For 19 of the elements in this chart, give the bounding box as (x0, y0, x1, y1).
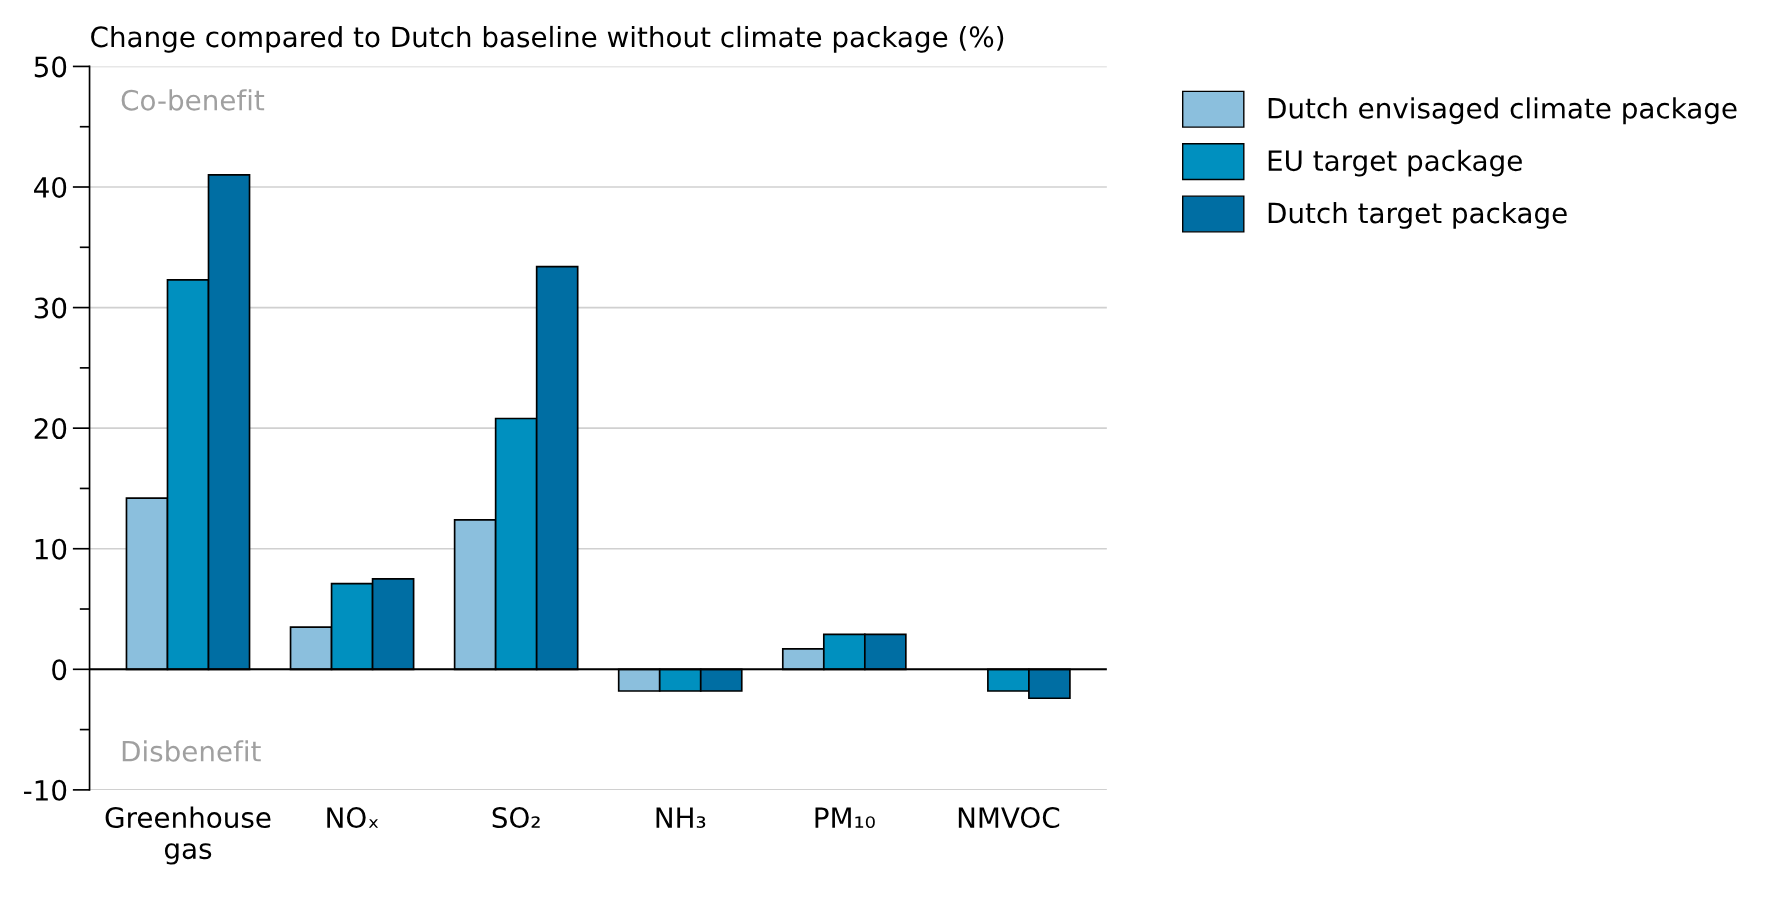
annotation: Co-benefit (121, 89, 265, 111)
y-tick-label: 40 (34, 176, 67, 198)
annotation: Disbenefit (122, 740, 261, 762)
y-tick-label: 10 (35, 538, 67, 560)
y-tick-label: 0 (52, 659, 67, 681)
x-tick-label: NMVOC (958, 807, 1060, 829)
y-tick-label: 50 (34, 56, 67, 78)
chart-title: Change compared to Dutch baseline without climate package (%) (91, 25, 1004, 53)
legend-label: Dutch envisaged climate package (1268, 97, 1737, 125)
x-tick-label: NOₓ (327, 807, 379, 829)
legend-label: Dutch target package (1268, 201, 1567, 229)
legend-label: EU target package (1268, 149, 1522, 177)
y-tick-label: -10 (24, 779, 67, 801)
y-tick-label: 30 (34, 297, 67, 319)
x-tick-label: SO₂ (492, 807, 540, 829)
y-tick-label: 20 (34, 418, 67, 440)
x-tick-label: Greenhouse gas (105, 806, 271, 865)
x-tick-label: PM₁₀ (815, 807, 875, 828)
x-tick-label: NH₃ (656, 807, 706, 828)
